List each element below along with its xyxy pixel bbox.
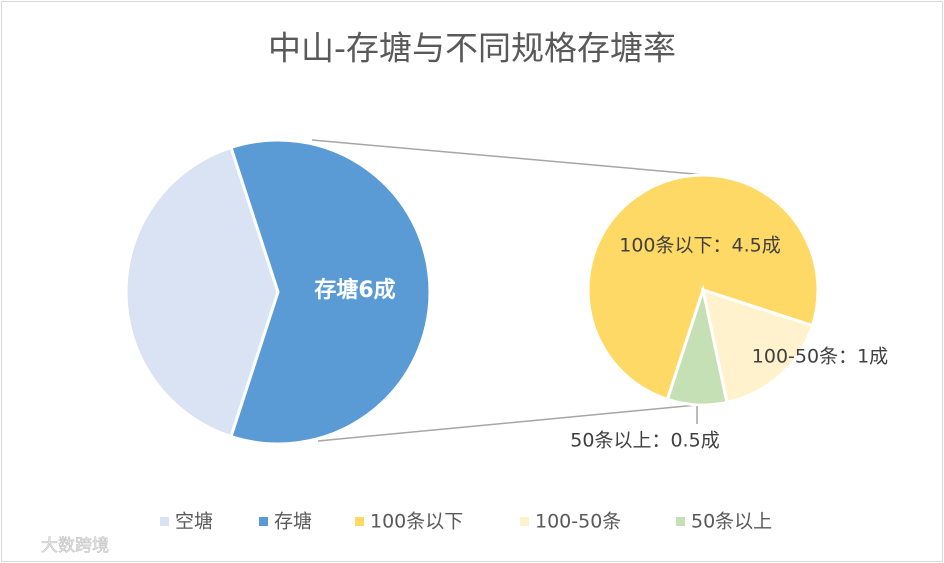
pie-slice bbox=[124, 145, 280, 439]
legend-marker bbox=[676, 517, 685, 526]
chart-title: 中山-存塘与不同规格存塘率 bbox=[268, 29, 676, 68]
legend-marker bbox=[355, 517, 364, 526]
legend-marker bbox=[259, 517, 268, 526]
data-label: 100条以下：4.5成 bbox=[619, 235, 780, 257]
connector-line bbox=[317, 404, 698, 442]
legend-label: 100-50条 bbox=[535, 511, 621, 533]
legend-label: 空塘 bbox=[175, 511, 213, 533]
legend-marker bbox=[520, 517, 529, 526]
watermark: 大数跨境 bbox=[41, 536, 109, 556]
pie-slice bbox=[700, 287, 815, 405]
data-label: 100-50条：1成 bbox=[752, 346, 888, 368]
connector-line bbox=[311, 139, 707, 176]
pie-slice bbox=[665, 284, 729, 407]
data-label: 存塘6成 bbox=[314, 277, 395, 303]
pie-slice bbox=[229, 138, 432, 446]
data-label: 50条以上：0.5成 bbox=[570, 430, 719, 452]
legend-label: 100条以下 bbox=[370, 511, 463, 533]
legend-label: 50条以上 bbox=[691, 511, 772, 533]
legend-label: 存塘 bbox=[274, 511, 312, 533]
legend-marker bbox=[160, 517, 169, 526]
